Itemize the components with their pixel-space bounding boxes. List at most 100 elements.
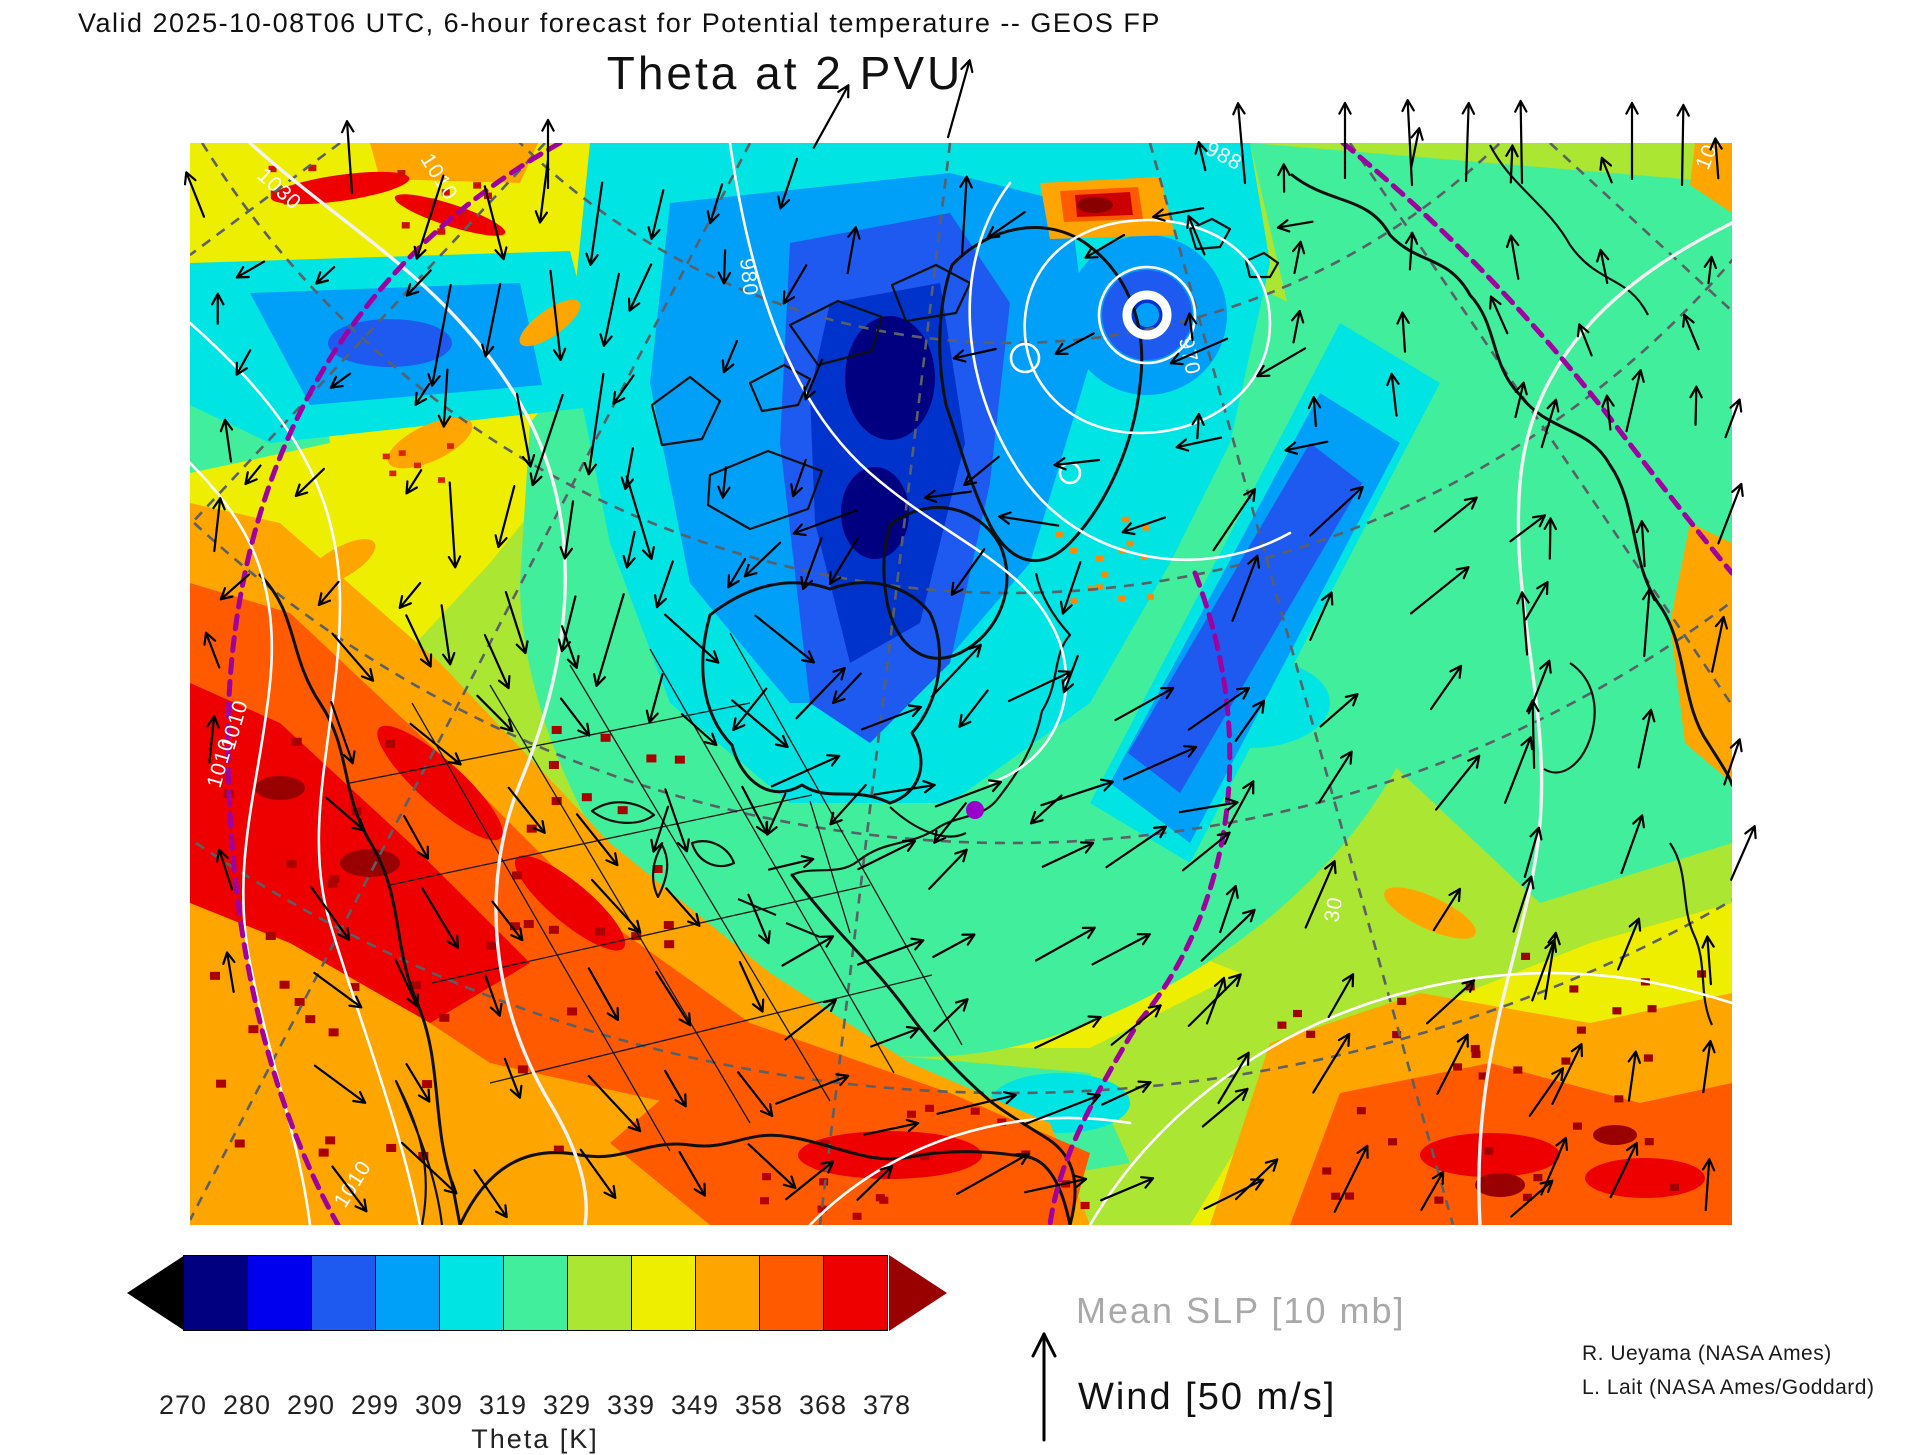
wind-arrow [515, 392, 536, 468]
wind-arrow [504, 591, 529, 655]
theta-speckle [567, 1007, 578, 1016]
wind-arrow [1061, 654, 1079, 694]
theta-speckle [1647, 1005, 1657, 1013]
theta-speckle [1322, 1167, 1332, 1175]
wind-arrow [440, 604, 456, 666]
wind-arrow [1203, 1178, 1265, 1210]
wind-arrow [1635, 520, 1650, 568]
wind-arrow [1620, 814, 1645, 875]
wind-arrow [413, 174, 445, 260]
theta-speckle [398, 450, 406, 456]
wind-arrow [800, 537, 823, 590]
slp-legend-label: Mean SLP [10 mb] [1076, 1290, 1406, 1331]
wind-arrow [1307, 396, 1322, 428]
wind-arrow [1514, 381, 1528, 419]
wind-arrow [1105, 825, 1168, 869]
wind-arrow [645, 673, 664, 724]
contour-label: 30 [1320, 895, 1347, 924]
wind-arrow [655, 970, 692, 1027]
wind-arrow [549, 269, 567, 362]
theta-speckle [674, 755, 685, 764]
theta-speckle [523, 920, 534, 929]
wind-arrow [958, 689, 989, 728]
wind-arrow [1540, 1136, 1568, 1196]
theta-speckle [1095, 584, 1103, 590]
wind-arrow [405, 269, 432, 297]
colorbar-over-arrow [889, 1255, 947, 1331]
wind-arrow [1540, 398, 1560, 449]
colorbar-segment [312, 1256, 376, 1330]
theta-speckle [1612, 1007, 1622, 1015]
wind-arrow [998, 511, 1060, 527]
wind-arrow [738, 960, 765, 1013]
wind-arrow [986, 211, 1026, 239]
theta-speckle [1306, 1030, 1316, 1038]
theta-speckle [1140, 554, 1148, 560]
wind-arrow [1617, 917, 1642, 971]
wind-arrow [784, 998, 837, 1041]
wind-arrow [325, 796, 366, 832]
wind-arrow [483, 185, 508, 261]
wind-arrow [731, 699, 789, 749]
wind-arrow [1625, 101, 1639, 181]
wind-arrow [1041, 841, 1095, 868]
theta-speckle [1356, 1107, 1366, 1115]
theta-speckle [486, 941, 497, 950]
wind-arrow [483, 634, 511, 690]
wind-arrow [1702, 1039, 1716, 1094]
theta-speckle [517, 1065, 528, 1074]
wind-arrow [654, 560, 674, 609]
contour-label: 980 [735, 257, 762, 297]
theta-speckle [1292, 1009, 1302, 1018]
theta-speckle [329, 875, 340, 884]
wind-arrow [846, 226, 861, 275]
wind-arrow [1319, 693, 1359, 728]
theta-speckle [1277, 1021, 1287, 1029]
wind-arrow [330, 700, 356, 765]
wind-arrow [932, 933, 976, 958]
colorbar-tick: 290 [286, 1390, 336, 1420]
theta-speckle [325, 1136, 336, 1145]
wind-arrow [812, 84, 850, 149]
wind-arrow [447, 481, 462, 569]
theta-speckle [349, 982, 360, 991]
wind-arrow [1333, 1144, 1369, 1213]
theta-speckle [512, 871, 523, 880]
wind-arrow [1543, 517, 1558, 560]
wind-arrow [856, 1165, 894, 1201]
theta-speckle [283, 198, 292, 205]
wind-arrow [1022, 1092, 1101, 1126]
theta-speckle [1513, 1066, 1523, 1074]
wind-arrow [1184, 312, 1198, 342]
colorbar-tick: 349 [670, 1390, 720, 1420]
theta-speckle [997, 1118, 1007, 1126]
wind-arrow [559, 500, 575, 560]
wind-arrow [963, 455, 1000, 487]
wind-arrow [1054, 332, 1095, 355]
wind-arrow [313, 971, 363, 1009]
wind-arrow [1212, 488, 1256, 552]
wind-arrow [398, 581, 422, 609]
wind-arrow [1191, 412, 1205, 440]
slp-contours [190, 143, 1732, 1225]
wind-arrow [1318, 750, 1353, 804]
wind-arrow [727, 557, 747, 589]
wind-arrow [219, 573, 251, 601]
wind-arrow [1409, 566, 1470, 615]
wind-arrow [1401, 99, 1415, 187]
wind-arrow [777, 157, 799, 210]
theta-speckle [617, 806, 628, 815]
theta-speckle [1397, 997, 1407, 1005]
wind-arrow [1637, 708, 1656, 769]
colorbar-segment [568, 1256, 632, 1330]
theta-speckle [286, 859, 297, 868]
colorbar-tick: 358 [734, 1390, 784, 1420]
wind-arrow [1404, 231, 1419, 271]
wind-arrow [1689, 385, 1703, 426]
wind-arrow [427, 284, 452, 387]
wind-arrow [219, 418, 234, 463]
theta-speckle [1484, 1178, 1494, 1186]
wind-arrow [1676, 103, 1690, 187]
colorbar-tick: 309 [414, 1390, 464, 1420]
wind-arrow [1200, 908, 1256, 962]
